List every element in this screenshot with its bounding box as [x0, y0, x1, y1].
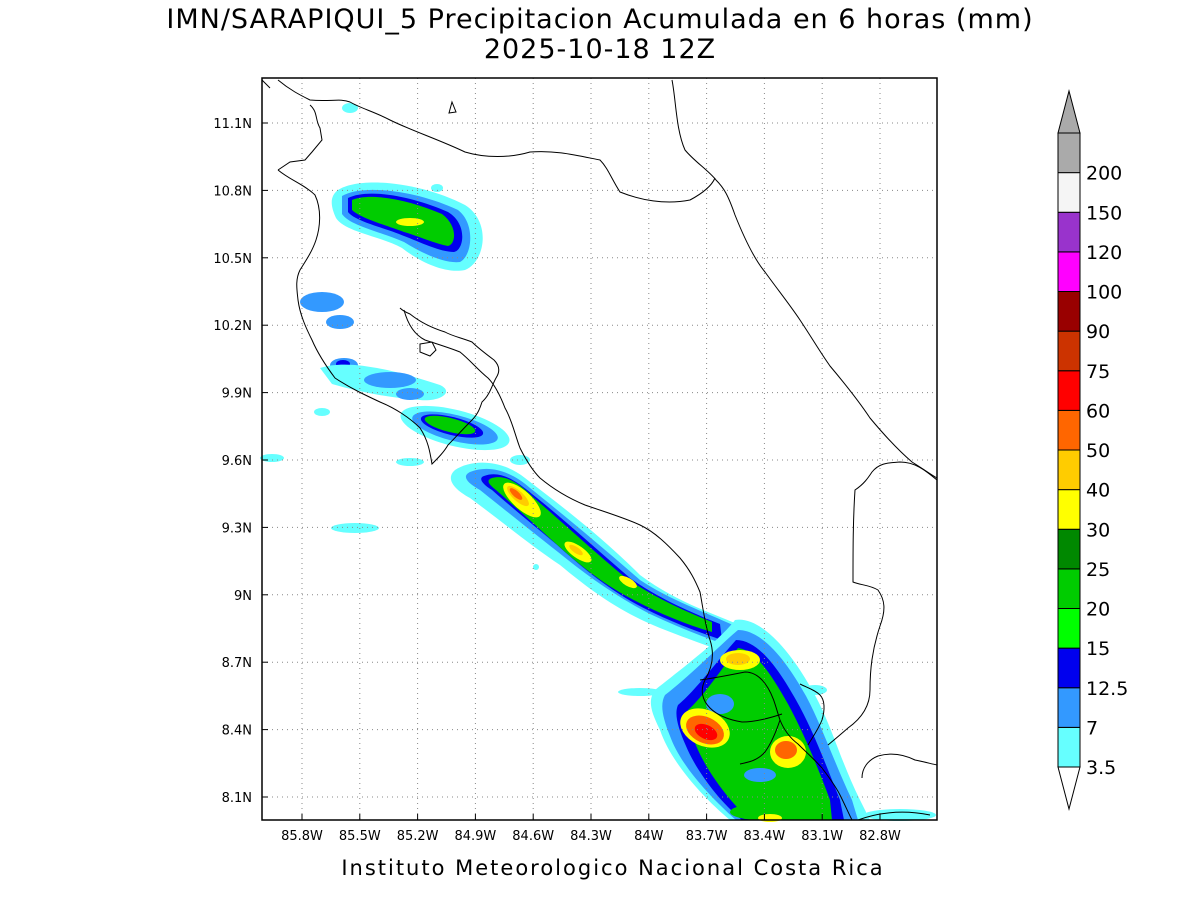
precipitation-field: [260, 103, 936, 822]
rain-cluster-gulf: [400, 405, 510, 451]
lat-tick-label: 9N: [234, 589, 252, 604]
lon-tick-label: 84.9W: [454, 829, 496, 844]
lat-tick-label: 9.3N: [222, 521, 252, 536]
lat-tick-label: 8.7N: [222, 656, 252, 671]
lat-tick-label: 10.5N: [213, 252, 252, 267]
footer-credit: Instituto Meteorologico Nacional Costa R…: [341, 856, 885, 880]
colorbar-label: 12.5: [1086, 678, 1128, 700]
colorbar-segment: [1057, 687, 1081, 728]
colorbar-label: 150: [1086, 202, 1122, 224]
lat-axis: 11.1N 10.8N 10.5N 10.2N 9.9N 9.6N 9.3N 9N 8.7N 8.…: [213, 117, 268, 806]
colorbar-segment: [1057, 291, 1081, 332]
lon-tick-label: 85.8W: [281, 829, 323, 844]
colorbar-label: 50: [1086, 440, 1110, 462]
lon-tick-label: 82.8W: [859, 829, 901, 844]
colorbar-label: 75: [1086, 361, 1110, 383]
map-frame: [261, 77, 938, 821]
lon-tick-label: 83.4W: [743, 829, 785, 844]
lon-axis: 85.8W 85.5W 85.2W 84.9W 84.6W 84.3W 84W 83.7W 83…: [281, 814, 901, 844]
lat-tick-label: 9.9N: [222, 387, 252, 402]
rain-cluster-north: [331, 103, 483, 271]
map-subtitle: 2025-10-18 12Z: [483, 34, 717, 65]
colorbar-segment: [1057, 489, 1081, 530]
colorbar-label: 30: [1086, 519, 1110, 541]
colorbar-label: 200: [1086, 163, 1122, 185]
colorbar-under-arrow: [1057, 766, 1081, 811]
colorbar-label: 120: [1086, 242, 1122, 264]
lon-tick-label: 84.6W: [512, 829, 554, 844]
colorbar-segment: [1057, 647, 1081, 689]
colorbar-segment: [1057, 211, 1081, 253]
lon-tick-label: 83.7W: [686, 829, 728, 844]
colorbar-label: 60: [1086, 400, 1110, 422]
colorbar-segment: [1057, 726, 1081, 768]
rain-cluster-south: [618, 619, 936, 822]
colorbar-segment: [1057, 370, 1081, 411]
lon-tick-label: 85.2W: [397, 829, 439, 844]
colorbar-segment: [1057, 172, 1081, 213]
colorbar-segment: [1057, 528, 1081, 570]
colorbar-segment: [1057, 608, 1081, 649]
lon-tick-label: 84.3W: [570, 829, 612, 844]
coastlines: [261, 79, 938, 821]
colorbar-label: 20: [1086, 599, 1110, 621]
lat-tick-label: 9.6N: [222, 454, 252, 469]
colorbar-label: 40: [1086, 480, 1110, 502]
colorbar-label: 90: [1086, 321, 1110, 343]
colorbar-label: 3.5: [1086, 757, 1116, 779]
lat-tick-label: 8.4N: [222, 724, 252, 739]
colorbar-segment: [1057, 132, 1081, 174]
colorbar-segment: [1057, 330, 1081, 372]
lon-tick-label: 84W: [634, 829, 664, 844]
colorbar: 3.5 7 12.5 15 20 25 30 40 50 60 75 90 100 120 150 200: [1057, 89, 1128, 811]
lat-tick-label: 10.2N: [213, 319, 252, 334]
colorbar-segment: [1057, 251, 1081, 292]
lat-tick-label: 10.8N: [213, 184, 252, 199]
lat-tick-label: 8.1N: [222, 791, 252, 806]
colorbar-over-arrow: [1057, 89, 1081, 134]
colorbar-segment: [1057, 409, 1081, 451]
grid-lines: [262, 78, 937, 820]
lat-tick-label: 11.1N: [213, 117, 252, 132]
colorbar-segment: [1057, 449, 1081, 491]
lon-tick-label: 85.5W: [339, 829, 381, 844]
rain-band-main: [450, 462, 760, 665]
lon-tick-label: 83.1W: [801, 829, 843, 844]
colorbar-label: 25: [1086, 559, 1110, 581]
map-title: IMN/SARAPIQUI_5 Precipitacion Acumulada …: [166, 4, 1034, 35]
colorbar-label: 7: [1086, 717, 1098, 739]
colorbar-segment: [1057, 568, 1081, 609]
colorbar-label: 15: [1086, 638, 1110, 660]
colorbar-label: 100: [1086, 282, 1122, 304]
